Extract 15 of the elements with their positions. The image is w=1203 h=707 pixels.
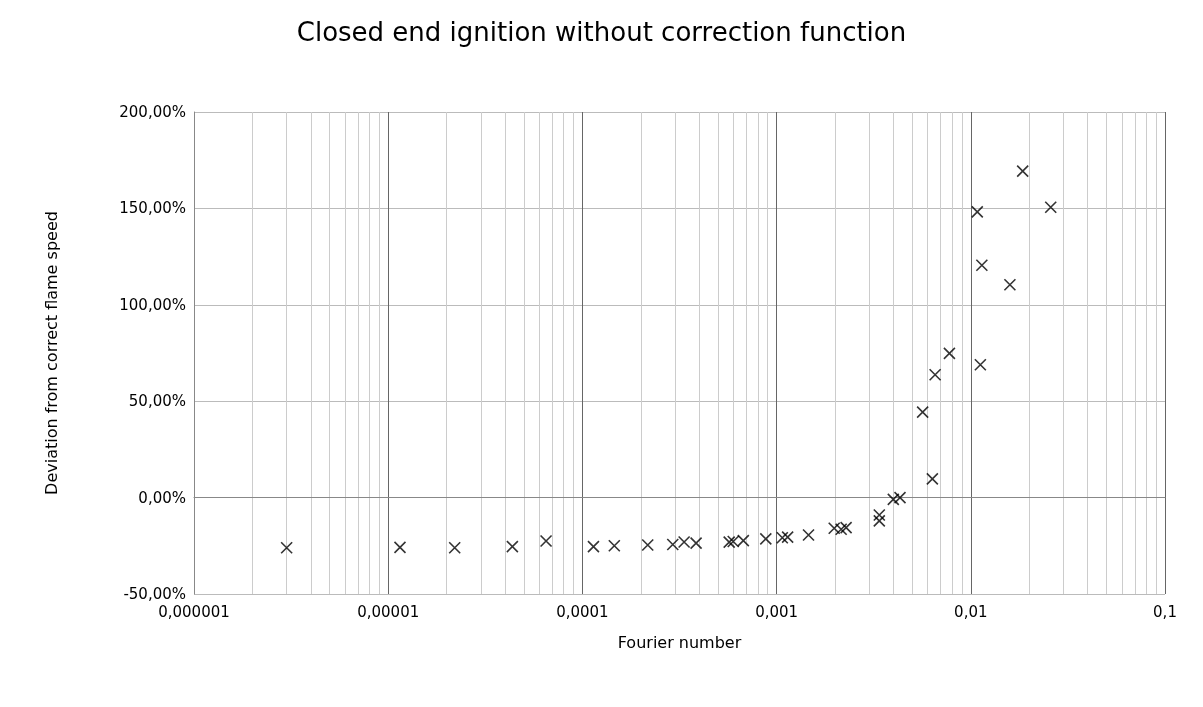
y-axis-title: Deviation from correct flame speed — [41, 211, 61, 495]
y-tick-label: 200,00% — [119, 103, 186, 121]
x-axis-title: Fourier number — [617, 632, 742, 652]
chart-title: Closed end ignition without correction function — [296, 17, 907, 47]
y-tick-label: 150,00% — [119, 199, 186, 218]
x-tick-label: 0,0001 — [556, 602, 609, 621]
x-tick-label: 0,001 — [755, 602, 799, 621]
y-tick-label: 100,00% — [119, 295, 186, 314]
y-tick-label: -50,00% — [123, 585, 186, 603]
x-tick-label: 0,000001 — [158, 602, 230, 621]
x-tick-label: 0,00001 — [357, 602, 420, 621]
x-tick-label: 0,1 — [1153, 602, 1177, 621]
x-tick-label: 0,01 — [954, 602, 988, 621]
y-tick-label: 50,00% — [128, 392, 186, 411]
y-tick-label: 0,00% — [138, 488, 186, 507]
